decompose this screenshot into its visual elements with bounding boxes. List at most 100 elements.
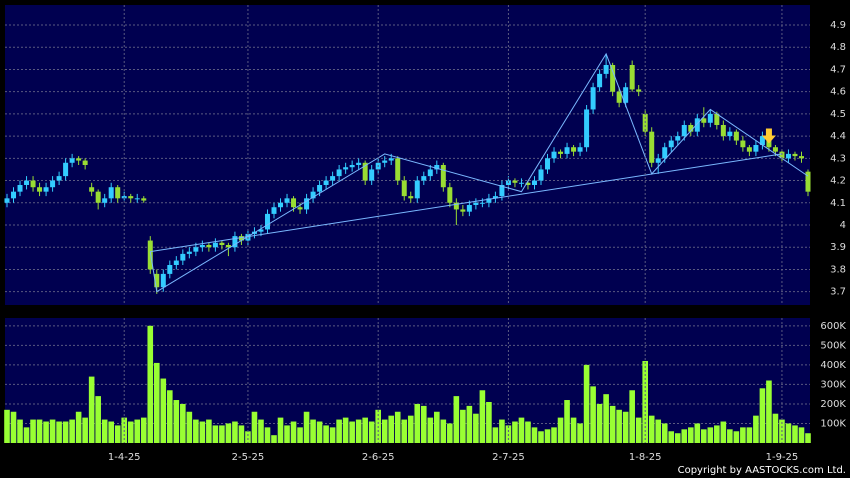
volume-bar — [88, 376, 95, 443]
candle-body — [564, 147, 570, 154]
volume-bar — [544, 429, 551, 443]
candle-body — [388, 158, 394, 161]
volume-bar — [75, 411, 82, 443]
candle-body — [629, 65, 635, 90]
candle-body — [414, 180, 420, 199]
candle-body — [173, 260, 179, 265]
volume-bar — [95, 396, 101, 443]
volume-bar — [740, 427, 746, 443]
y-tick-label: 200K — [820, 399, 846, 410]
candle-body — [447, 187, 453, 203]
trend-line — [150, 153, 783, 253]
candle-body — [50, 180, 56, 188]
volume-bar — [414, 403, 421, 443]
x-tick-label: 1-8-25 — [629, 452, 662, 463]
candle-body — [89, 187, 95, 192]
candle-body — [69, 158, 75, 163]
y-tick-label: 400K — [820, 360, 846, 371]
volume-bar — [271, 435, 277, 443]
volume-bar — [609, 405, 616, 443]
volume-bar — [10, 411, 17, 443]
candle-body — [395, 158, 401, 181]
volume-bar — [212, 425, 219, 443]
candle-body — [356, 162, 362, 165]
candle-body — [707, 113, 713, 123]
volume-bar — [622, 411, 629, 443]
volume-bar — [114, 425, 121, 443]
candle-body — [330, 176, 336, 181]
candle-body — [603, 65, 609, 74]
candle-body — [362, 162, 368, 181]
candle-body — [382, 160, 388, 163]
candle-body — [636, 89, 642, 92]
volume-bar — [388, 415, 395, 443]
candle-body — [369, 169, 375, 181]
candle-body — [701, 118, 707, 123]
volume-bar — [661, 423, 668, 443]
volume-bar — [134, 419, 141, 443]
volume-bar — [473, 413, 479, 443]
volume-bar — [479, 390, 486, 443]
candle-body — [199, 245, 205, 248]
signal-arrow — [761, 128, 776, 144]
candle-body — [466, 205, 472, 212]
volume-bar — [805, 433, 811, 443]
candle-body — [323, 180, 329, 185]
x-tick-label: 2-6-25 — [362, 452, 395, 463]
x-tick-label: 2-5-25 — [232, 452, 265, 463]
volume-bar — [49, 419, 56, 443]
volume-bar — [277, 417, 284, 443]
volume-bar — [720, 421, 727, 443]
volume-bar — [368, 421, 375, 443]
volume-bar — [303, 411, 310, 443]
candle-body — [512, 180, 518, 183]
volume-bar — [512, 421, 518, 443]
candle-body — [271, 207, 277, 214]
y-tick-label: 4.1 — [830, 198, 846, 209]
volume-bar — [674, 433, 681, 443]
candle-body — [492, 196, 498, 199]
volume-bar — [447, 423, 453, 443]
candle-body — [128, 196, 134, 199]
volume-bar — [36, 419, 43, 443]
candle-body — [63, 162, 69, 177]
volume-bar — [420, 405, 427, 443]
candle-body — [304, 198, 310, 210]
candle-body — [610, 65, 616, 92]
candle-body — [11, 191, 17, 199]
volume-bar — [193, 419, 199, 443]
volume-bar — [707, 427, 714, 443]
candle-body — [147, 240, 153, 270]
volume-bar — [531, 427, 538, 443]
candle-body — [571, 147, 577, 152]
volume-bar — [648, 415, 655, 443]
volume-bar — [108, 421, 114, 443]
volume-bar — [23, 427, 30, 443]
volume-bar — [381, 419, 388, 443]
volume-bar — [232, 421, 238, 443]
y-tick-label: 3.7 — [830, 287, 846, 298]
volume-bar — [342, 417, 349, 443]
candle-body — [219, 242, 225, 245]
volume-bar — [583, 364, 590, 443]
candle-body — [649, 131, 655, 163]
volume-bar — [180, 403, 186, 443]
candle-body — [258, 229, 264, 232]
y-tick-label: 4.5 — [830, 109, 846, 120]
volume-bar — [30, 419, 36, 443]
candle-body — [225, 245, 231, 248]
volume-bar — [297, 427, 303, 443]
volume-bar — [69, 419, 75, 443]
candle-body — [727, 131, 733, 137]
candle-body — [675, 136, 681, 141]
candle-body — [531, 180, 537, 185]
candle-body — [278, 202, 284, 208]
candle-body — [558, 151, 564, 154]
y-tick-label: 4 — [840, 220, 846, 231]
candle-body — [616, 91, 622, 103]
candle-body — [43, 187, 49, 192]
volume-bar — [329, 427, 336, 443]
candle-body — [4, 198, 10, 203]
volume-bar — [434, 411, 440, 443]
